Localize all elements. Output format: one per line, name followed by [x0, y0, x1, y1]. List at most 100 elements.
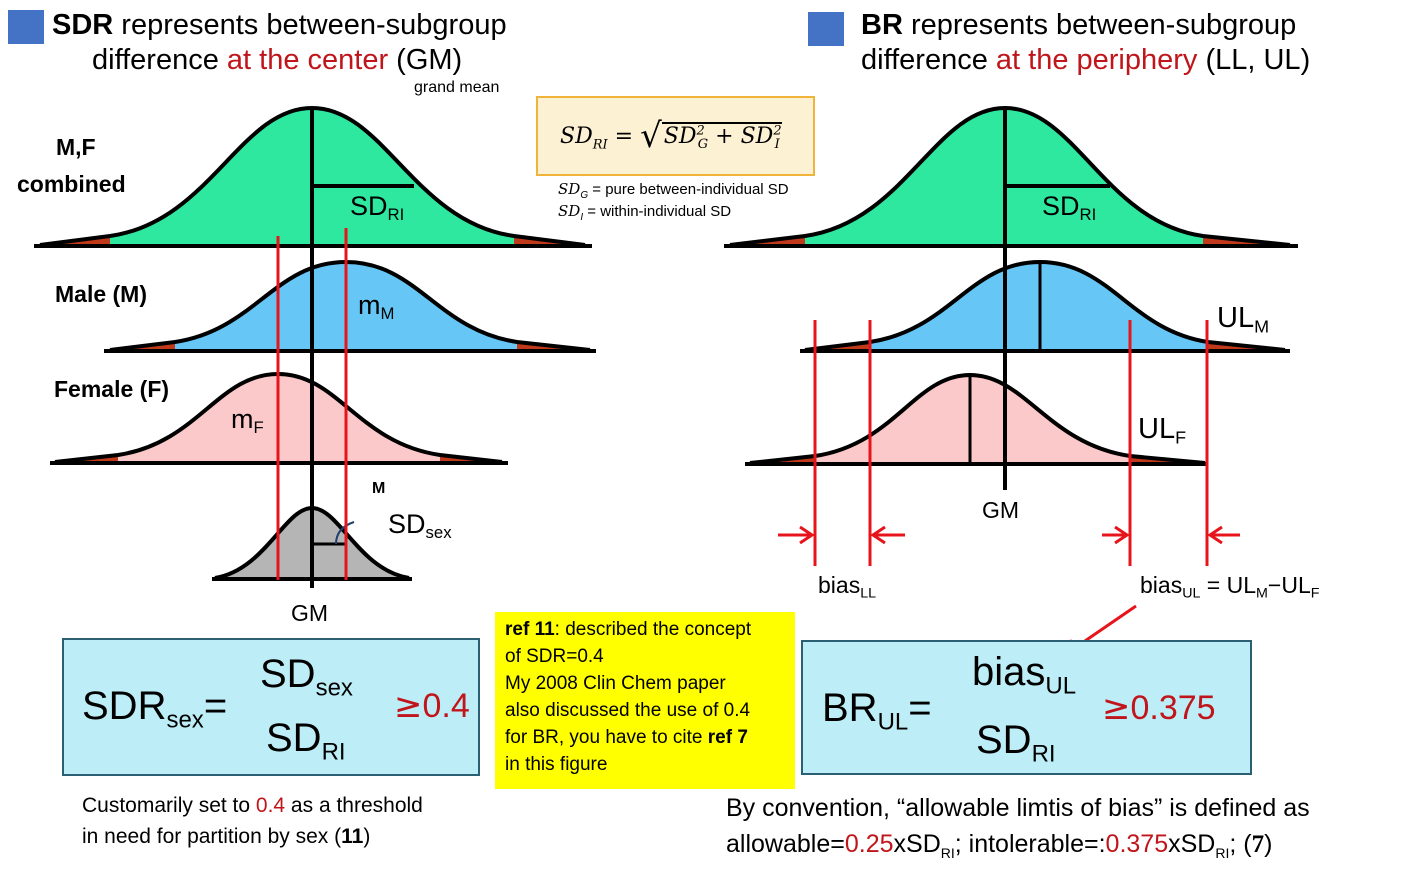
sd-i-text: = within-individual SD: [583, 203, 732, 220]
bias-ll-sub: LL: [860, 585, 877, 602]
br-numerator: biasUL: [972, 650, 1076, 700]
male-curve: [104, 259, 596, 353]
note-ref7: ref 7: [707, 727, 748, 748]
bias-ul-eq-sub2: F: [1310, 585, 1320, 602]
sqrt-icon: √: [640, 116, 662, 156]
right-sd-ri-sub: RI: [1079, 205, 1097, 225]
right-caption-post: ): [1264, 830, 1273, 858]
sdr-lhs-sub: sex: [166, 706, 204, 734]
left-title-keyword: SDR: [52, 9, 114, 41]
bias-ul-eq-sub1: M: [1256, 585, 1268, 602]
right-gm-label: GM: [982, 497, 1020, 523]
br-threshold-sym: ≥: [1102, 688, 1131, 728]
right-title-marker: [808, 12, 844, 46]
label-male: Male (M): [55, 281, 147, 307]
right-title: BR represents between-subgroup: [861, 8, 1296, 42]
note-line3: My 2008 Clin Chem paper: [505, 673, 726, 694]
male-mean-sub: M: [380, 304, 395, 324]
br-threshold: ≥0.375: [1102, 688, 1216, 728]
bias-ll-label: biasLL: [818, 572, 876, 601]
bias-ul-eq: = UL: [1200, 572, 1257, 598]
formula-plus: +: [715, 124, 734, 149]
sdr-equals: =: [203, 684, 228, 728]
left-sd-ri-sub: RI: [387, 205, 405, 225]
note-line6: in this figure: [505, 754, 608, 775]
label-combined-2: combined: [17, 171, 126, 197]
formula-term2-sup: 2: [773, 123, 782, 139]
br-num-sub: UL: [1045, 672, 1077, 700]
right-caption-mid2: ; intolerable=:: [954, 830, 1106, 858]
sd-g-sym: SD: [558, 180, 581, 198]
bias-ul-label: biasUL = ULM−ULF: [1140, 572, 1319, 601]
sdr-den-text: SD: [266, 716, 322, 760]
bias-ul-sub: UL: [1182, 585, 1201, 602]
formula-equals: =: [614, 124, 634, 149]
bias-ll-text: bias: [818, 572, 861, 598]
right-title-line2-pre: difference: [861, 44, 996, 76]
note-line5-pre: for BR, you have to cite: [505, 727, 708, 748]
note-line1: ref 11: described the concept: [505, 616, 785, 643]
formula-term1: SD: [663, 124, 697, 149]
female-mean-label: mF: [231, 404, 264, 438]
left-caption-line1-post: as a threshold: [285, 794, 423, 817]
right-sd-ri-text: SD: [1042, 191, 1080, 221]
sdr-formula-box: [62, 638, 480, 776]
m-small-label: M: [372, 480, 386, 497]
left-title: SDR represents between-subgroup: [52, 8, 507, 42]
ul-f-sub: F: [1175, 427, 1187, 448]
bias-ul-minus: −UL: [1267, 572, 1311, 598]
sd-ri-formula-box: SDRI = √SD2G + SD2I: [536, 96, 815, 176]
note-line2: of SDR=0.4: [505, 646, 604, 667]
bias-ll-arrows: [778, 525, 905, 545]
left-gm-label: GM: [291, 600, 329, 626]
sdr-den-sub: RI: [321, 738, 346, 766]
male-mean-text: m: [358, 290, 381, 320]
left-caption-line2-bold: 11: [341, 825, 364, 848]
left-title-line1: represents between-subgroup: [113, 9, 507, 41]
sdr-lhs: SDRsex=: [82, 684, 227, 734]
bias-ul-text: bias: [1140, 572, 1183, 598]
left-caption-line1: Customarily set to 0.4 as a threshold: [82, 790, 423, 821]
left-caption-line2-pre: in need for partition by sex (: [82, 825, 342, 848]
ul-f-label: ULF: [1138, 413, 1186, 448]
right-title-line2-post: (LL, UL): [1197, 44, 1311, 76]
left-caption-line1-pre: Customarily set to: [82, 794, 256, 817]
formula-lhs: SD: [560, 124, 593, 149]
right-caption: By convention, “allowable limtis of bias…: [726, 790, 1310, 871]
formula-term2-sub: I: [774, 137, 780, 153]
left-caption: Customarily set to 0.4 as a threshold in…: [82, 790, 423, 852]
left-title-line2-pre: difference: [92, 44, 227, 76]
sdr-threshold-val: 0.4: [422, 687, 470, 725]
female-mean-text: m: [231, 404, 254, 434]
br-denominator: SDRI: [976, 718, 1056, 768]
right-caption-mid3: xSD: [1168, 830, 1216, 858]
sd-i-sym: SD: [558, 202, 581, 220]
ul-m-label: ULM: [1217, 302, 1269, 337]
left-caption-line2-post: ): [363, 825, 371, 848]
right-caption-line2: allowable=0.25xSDRI; intolerable=:0.375x…: [726, 826, 1310, 871]
br-equals: =: [908, 686, 932, 730]
formula-lhs-sub: RI: [592, 137, 608, 153]
sdr-threshold-sym: ≥: [394, 686, 423, 726]
right-caption-line1: By convention, “allowable limtis of bias…: [726, 794, 1310, 822]
right-caption-bold: 7: [1251, 831, 1265, 858]
br-lhs: BRUL=: [822, 686, 932, 736]
sdr-denominator: SDRI: [266, 716, 346, 766]
right-caption-red1: 0.25: [844, 830, 894, 858]
formula-term2: SD: [740, 124, 774, 149]
right-caption-mid1: xSD: [893, 830, 941, 858]
left-title-line2-post: (GM): [388, 44, 463, 76]
ul-m-text: UL: [1217, 302, 1255, 334]
sd-i-definition: SDI = within-individual SD: [558, 202, 731, 223]
sdr-numerator: SDsex: [260, 652, 353, 702]
br-lhs-sub: UL: [877, 708, 909, 736]
sd-ri-formula: SDRI = √SD2G + SD2I: [560, 116, 782, 156]
right-caption-mid4: ; (: [1229, 830, 1252, 858]
right-title-line1: represents between-subgroup: [902, 9, 1297, 41]
right-title-keyword: BR: [861, 9, 903, 41]
grand-mean-note: grand mean: [414, 79, 500, 96]
left-title-line2-red: at the center: [226, 44, 389, 76]
br-den-text: SD: [976, 718, 1032, 762]
left-sd-ri-text: SD: [350, 191, 388, 221]
